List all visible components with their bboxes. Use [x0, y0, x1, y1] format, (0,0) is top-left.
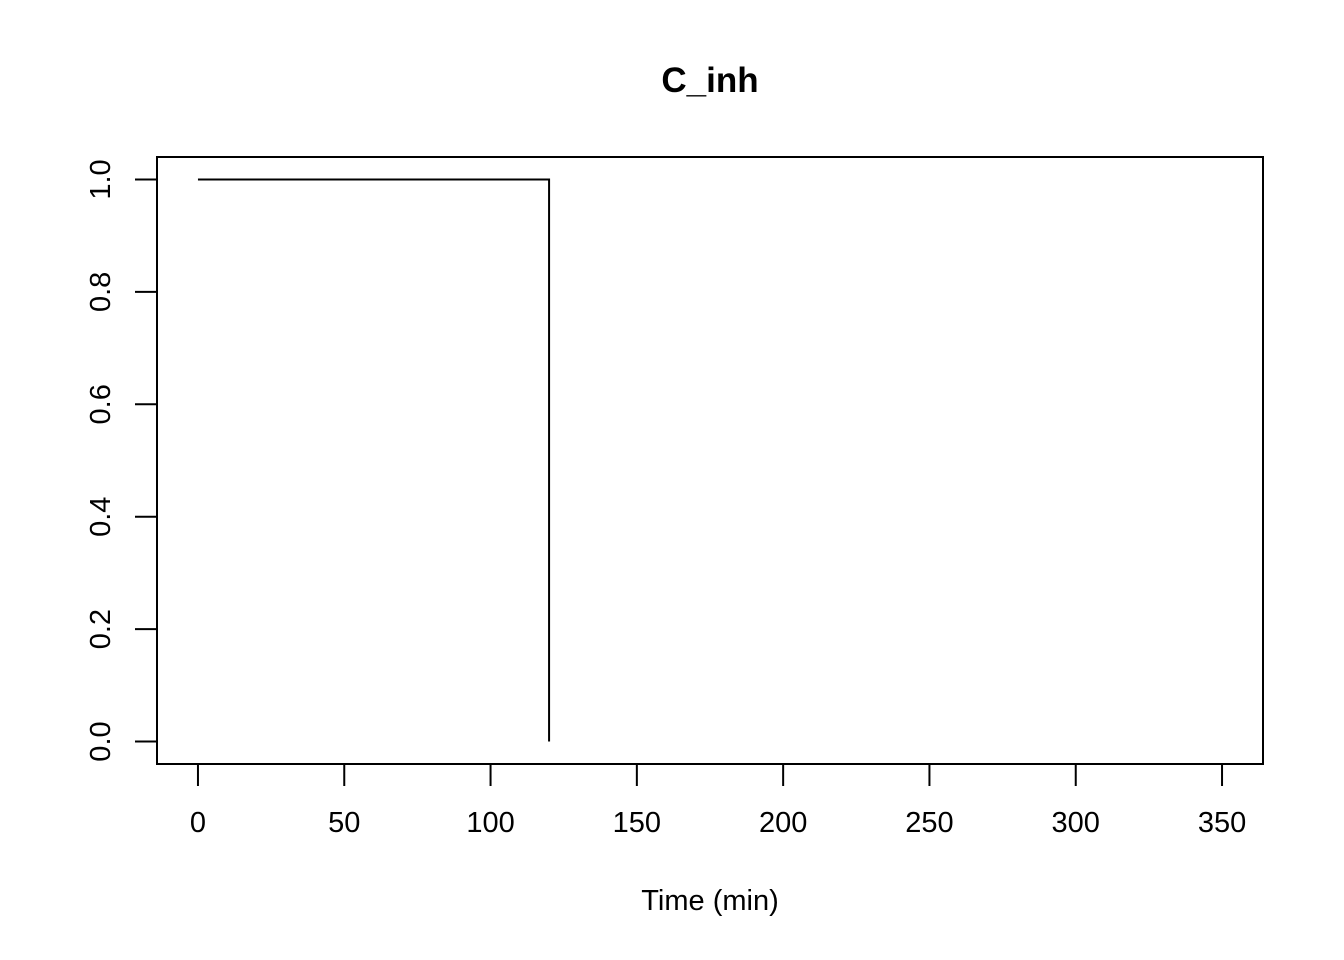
chart-title: C_inh — [661, 61, 758, 100]
x-tick-label: 350 — [1198, 807, 1246, 839]
x-tick-label: 50 — [328, 807, 360, 839]
x-tick-label: 300 — [1052, 807, 1100, 839]
y-tick-label: 0.2 — [85, 609, 117, 649]
y-tick-label: 0.8 — [85, 272, 117, 312]
series-group — [197, 178, 551, 742]
plot-frame — [156, 156, 1264, 765]
x-axis-label: Time (min) — [641, 885, 778, 917]
y-tick-label: 1.0 — [85, 159, 117, 199]
x-tick-label: 100 — [466, 807, 514, 839]
y-axis: 0.0 0.2 0.4 0.6 0.8 1.0 — [85, 159, 158, 762]
x-tick-label: 200 — [759, 807, 807, 839]
y-tick-label: 0.0 — [85, 721, 117, 761]
y-tick-label: 0.6 — [85, 384, 117, 424]
x-tick-label: 0 — [190, 807, 206, 839]
y-tick-label: 0.4 — [85, 497, 117, 537]
x-axis: 0 50 100 150 200 250 300 350 — [190, 763, 1246, 839]
x-tick-label: 150 — [613, 807, 661, 839]
x-tick-label: 250 — [905, 807, 953, 839]
series-line — [197, 178, 551, 742]
